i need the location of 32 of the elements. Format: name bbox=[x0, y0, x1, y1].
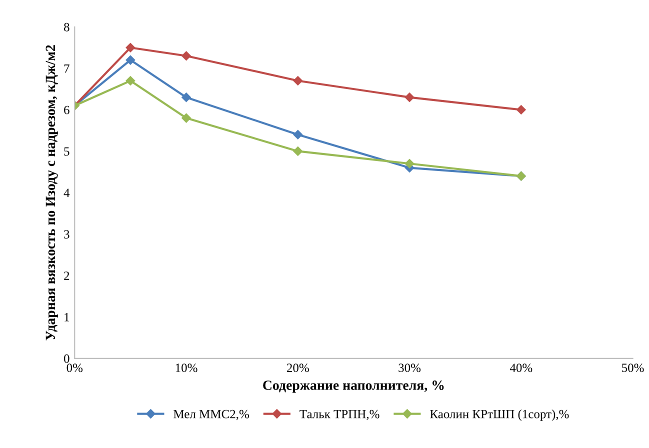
point bbox=[182, 113, 191, 123]
x-tick-label: 30% bbox=[398, 364, 421, 372]
x-axis-title: Содержание наполнителя, % bbox=[263, 380, 444, 393]
x-tick-label: 0% bbox=[66, 364, 83, 372]
legend-label: Мел ММС2,% bbox=[174, 410, 249, 420]
y-tick-label: 2 bbox=[64, 272, 70, 280]
point bbox=[293, 130, 303, 140]
x-tick-label: 50% bbox=[622, 364, 644, 372]
point bbox=[182, 51, 191, 61]
y-tick-label: 7 bbox=[64, 64, 70, 73]
legend-label: Тальк ТРПН,% bbox=[300, 410, 380, 420]
y-axis-title: Ударная вязкость по Изоду с надрезом, кДж/м2 bbox=[46, 45, 58, 340]
x-tick-label: 20% bbox=[286, 364, 309, 372]
point bbox=[126, 76, 136, 86]
x-tick-label: 10% bbox=[176, 364, 198, 372]
point bbox=[126, 55, 136, 65]
y-tick-label: 5 bbox=[64, 147, 70, 156]
x-tick-label: 40% bbox=[510, 364, 532, 372]
point bbox=[182, 92, 191, 102]
y-tick-label: 3 bbox=[64, 230, 70, 239]
y-tick-label: 6 bbox=[64, 106, 70, 114]
point bbox=[293, 146, 303, 156]
y-tick-label: 0 bbox=[64, 354, 70, 363]
y-tick-label: 4 bbox=[64, 188, 70, 197]
y-tick-label: 8 bbox=[64, 22, 70, 32]
point bbox=[516, 105, 526, 114]
point bbox=[404, 159, 414, 168]
legend-label: Каолин КРтШП (1сорт),% bbox=[430, 410, 569, 421]
point bbox=[293, 76, 303, 86]
y-tick-label: 1 bbox=[64, 313, 70, 322]
point bbox=[404, 92, 414, 102]
point bbox=[126, 42, 136, 52]
